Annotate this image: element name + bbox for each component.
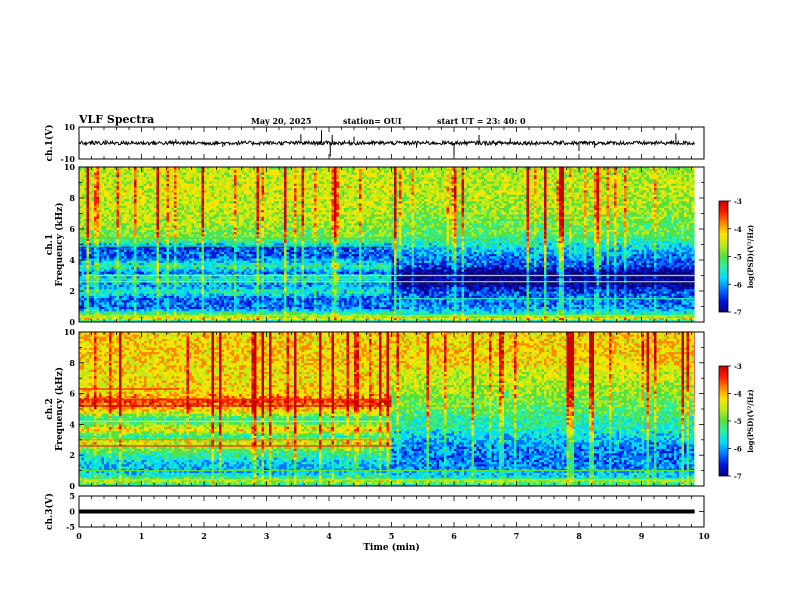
y-tick-label: 5 [69,491,75,501]
colorbar-tick-label: -5 [734,253,742,262]
colorbar-tick-label: -3 [734,362,742,371]
x-tick-label: 5 [389,531,395,541]
colorbar-tick-label: -3 [734,197,742,206]
colorbar-tick-label: -5 [734,417,742,426]
x-tick-label: 10 [698,531,710,541]
colorbar-tick-label: -6 [734,445,742,454]
y-axis-label: Frequency (kHz) [54,367,65,451]
x-tick-label: 6 [451,531,457,541]
x-tick-label: 8 [576,531,582,541]
y-tick-label: 0 [69,507,75,517]
y-tick-label: 4 [69,419,75,429]
x-tick-label: 0 [76,531,82,541]
y-tick-label: 10 [64,327,76,337]
y-axis-label: ch.3(V) [44,493,55,530]
y-tick-label: 0 [69,481,75,491]
x-tick-label: 9 [639,531,645,541]
y-tick-label: 6 [69,389,75,399]
colorbar-label: log(PSD)(V²/Hz) [746,225,755,289]
y-axis-label-channel: ch.2 [45,398,55,419]
x-tick-label: 2 [201,531,207,541]
ch1-trace [79,141,695,145]
colorbar-label: log(PSD)(V²/Hz) [746,389,755,453]
y-tick-label: 0 [69,317,75,327]
colorbar-tick-label: -7 [734,472,742,481]
y-tick-label: -5 [66,522,75,532]
x-tick-label: 3 [264,531,270,541]
x-tick-label: 7 [514,531,520,541]
x-tick-label: 1 [139,531,145,541]
colorbar-ch2 [719,366,728,476]
colorbar-tick-label: -4 [734,390,742,399]
colorbar-tick-label: -6 [734,280,742,289]
y-tick-label: 10 [64,162,76,172]
colorbar-tick-label: -7 [734,308,742,317]
y-tick-label: 2 [69,450,75,460]
spectrogram-ch2 [79,332,695,486]
y-tick-label: 10 [64,122,76,132]
x-tick-label: 4 [326,531,332,541]
y-tick-label: 2 [69,286,75,296]
y-tick-label: 4 [69,255,75,265]
y-tick-label: 6 [69,224,75,234]
y-axis-label-channel: ch.1 [45,234,55,255]
y-axis-label: Frequency (kHz) [54,202,65,286]
colorbar-tick-label: -4 [734,225,742,234]
x-axis-label: Time (min) [363,542,420,553]
colorbar-ch1 [719,201,728,312]
y-tick-label: 8 [69,193,75,203]
y-tick-label: 8 [69,358,75,368]
y-axis-label: ch.1(V) [44,125,55,162]
